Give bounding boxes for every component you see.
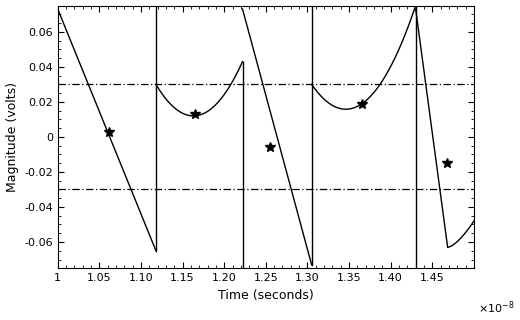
Y-axis label: Magnitude (volts): Magnitude (volts): [6, 82, 19, 192]
Text: $\times 10^{-8}$: $\times 10^{-8}$: [478, 300, 515, 316]
X-axis label: Time (seconds): Time (seconds): [218, 289, 314, 302]
